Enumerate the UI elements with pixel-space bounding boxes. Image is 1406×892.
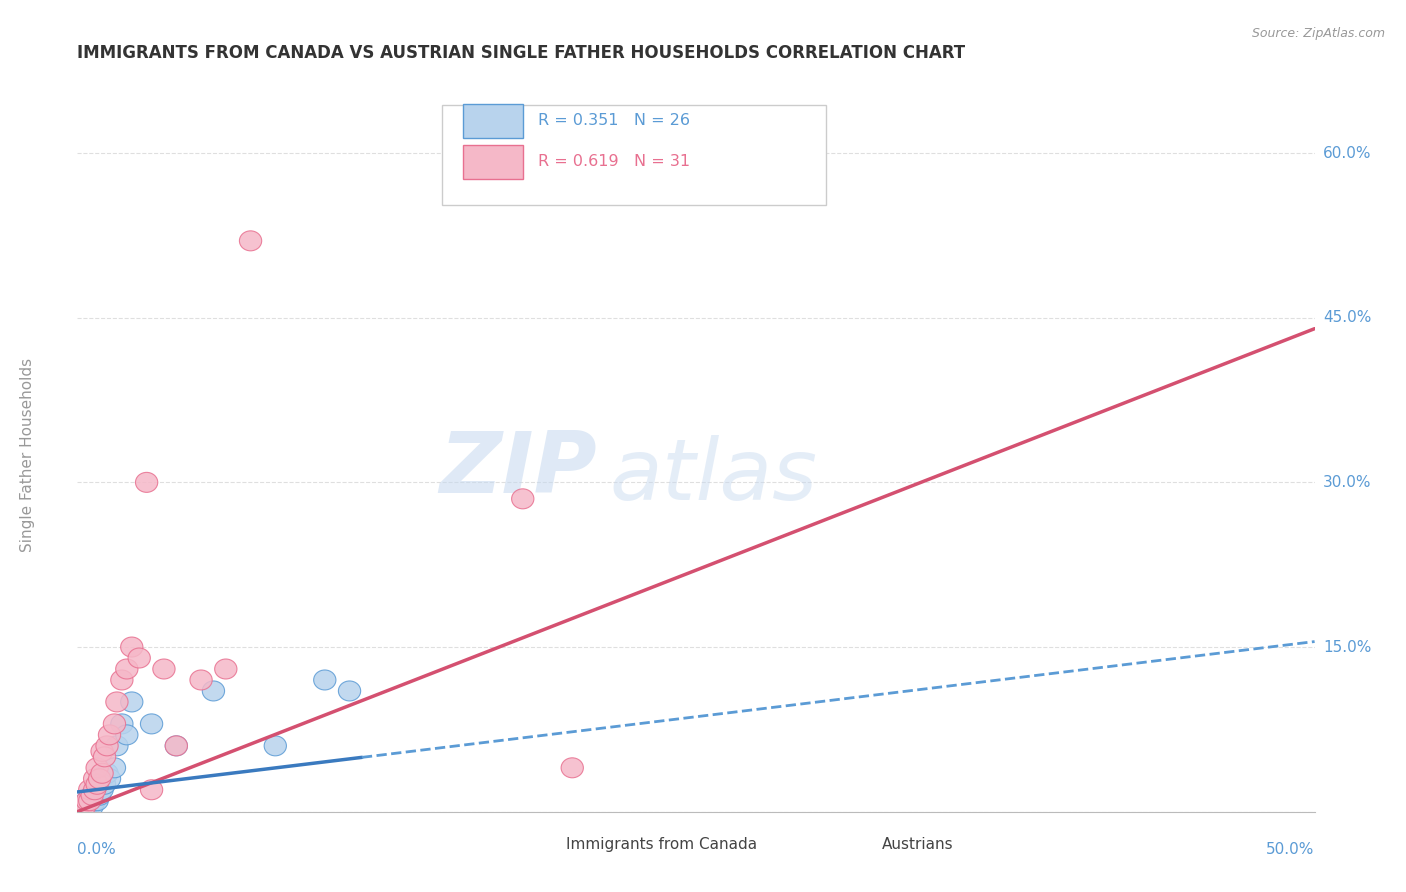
Ellipse shape <box>82 785 103 805</box>
Ellipse shape <box>121 637 143 657</box>
Ellipse shape <box>115 725 138 745</box>
Ellipse shape <box>105 692 128 712</box>
Ellipse shape <box>190 670 212 690</box>
Ellipse shape <box>79 797 101 816</box>
Ellipse shape <box>91 764 114 783</box>
Text: 0.0%: 0.0% <box>77 842 117 857</box>
Ellipse shape <box>79 790 101 811</box>
Ellipse shape <box>165 736 187 756</box>
Ellipse shape <box>96 764 118 783</box>
Text: IMMIGRANTS FROM CANADA VS AUSTRIAN SINGLE FATHER HOUSEHOLDS CORRELATION CHART: IMMIGRANTS FROM CANADA VS AUSTRIAN SINGL… <box>77 45 966 62</box>
Ellipse shape <box>79 780 101 800</box>
Ellipse shape <box>165 736 187 756</box>
FancyBboxPatch shape <box>482 829 557 860</box>
Ellipse shape <box>111 714 134 734</box>
Ellipse shape <box>314 670 336 690</box>
Ellipse shape <box>89 769 111 789</box>
Ellipse shape <box>93 774 115 794</box>
Ellipse shape <box>115 659 138 679</box>
Ellipse shape <box>83 790 105 811</box>
Ellipse shape <box>98 725 121 745</box>
Ellipse shape <box>264 736 287 756</box>
Text: 50.0%: 50.0% <box>1267 842 1315 857</box>
Text: Austrians: Austrians <box>882 837 953 852</box>
Ellipse shape <box>93 747 115 767</box>
Ellipse shape <box>128 648 150 668</box>
Ellipse shape <box>121 692 143 712</box>
Ellipse shape <box>89 785 111 805</box>
Ellipse shape <box>96 736 118 756</box>
Text: 60.0%: 60.0% <box>1323 145 1371 161</box>
Ellipse shape <box>89 774 111 794</box>
Ellipse shape <box>103 758 125 778</box>
Ellipse shape <box>141 780 163 800</box>
Ellipse shape <box>339 681 361 701</box>
FancyBboxPatch shape <box>464 145 523 178</box>
Text: 45.0%: 45.0% <box>1323 310 1371 326</box>
Ellipse shape <box>98 769 121 789</box>
Ellipse shape <box>76 797 98 816</box>
Ellipse shape <box>111 670 134 690</box>
Ellipse shape <box>76 790 98 811</box>
Ellipse shape <box>135 473 157 492</box>
FancyBboxPatch shape <box>464 103 523 138</box>
Ellipse shape <box>86 774 108 794</box>
FancyBboxPatch shape <box>443 105 825 205</box>
Ellipse shape <box>561 758 583 778</box>
Text: atlas: atlas <box>609 434 817 518</box>
Ellipse shape <box>105 736 128 756</box>
Ellipse shape <box>91 780 114 800</box>
Text: R = 0.351   N = 26: R = 0.351 N = 26 <box>537 113 689 128</box>
Ellipse shape <box>86 758 108 778</box>
Ellipse shape <box>83 785 105 805</box>
Ellipse shape <box>141 714 163 734</box>
Text: R = 0.619   N = 31: R = 0.619 N = 31 <box>537 154 690 169</box>
Ellipse shape <box>86 790 108 811</box>
Ellipse shape <box>82 797 103 816</box>
Ellipse shape <box>153 659 176 679</box>
FancyBboxPatch shape <box>815 829 873 860</box>
Text: 30.0%: 30.0% <box>1323 475 1371 490</box>
Ellipse shape <box>512 489 534 508</box>
Ellipse shape <box>239 231 262 251</box>
Ellipse shape <box>103 714 125 734</box>
Ellipse shape <box>86 780 108 800</box>
Ellipse shape <box>91 769 114 789</box>
Ellipse shape <box>72 797 93 816</box>
Ellipse shape <box>82 790 103 811</box>
Ellipse shape <box>83 780 105 800</box>
Ellipse shape <box>73 797 96 816</box>
Text: Single Father Households: Single Father Households <box>20 358 35 552</box>
Text: Immigrants from Canada: Immigrants from Canada <box>567 837 758 852</box>
Ellipse shape <box>91 741 114 762</box>
Ellipse shape <box>73 797 96 816</box>
Ellipse shape <box>215 659 238 679</box>
Text: ZIP: ZIP <box>439 427 598 511</box>
Text: Source: ZipAtlas.com: Source: ZipAtlas.com <box>1251 27 1385 40</box>
Ellipse shape <box>83 769 105 789</box>
Text: 15.0%: 15.0% <box>1323 640 1371 655</box>
Ellipse shape <box>202 681 225 701</box>
Ellipse shape <box>76 790 98 811</box>
Ellipse shape <box>79 790 101 811</box>
Ellipse shape <box>72 797 93 816</box>
